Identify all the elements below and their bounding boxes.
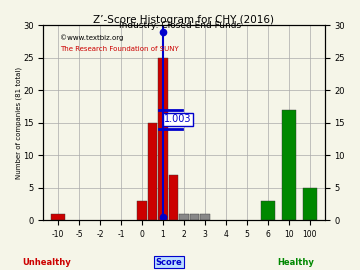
Bar [169,175,178,220]
Text: Healthy: Healthy [277,258,314,266]
Bar [158,58,168,220]
Title: Z’-Score Histogram for CHY (2016): Z’-Score Histogram for CHY (2016) [94,15,274,25]
Text: ©www.textbiz.org: ©www.textbiz.org [60,35,123,41]
Text: The Research Foundation of SUNY: The Research Foundation of SUNY [60,46,179,52]
Text: Score: Score [156,258,183,266]
Bar [137,201,147,220]
Bar [179,214,189,220]
Bar [261,201,275,220]
Text: 1.003: 1.003 [164,114,192,124]
Bar [190,214,199,220]
Text: Unhealthy: Unhealthy [22,258,71,266]
Bar [148,123,157,220]
Text: Industry: Closed End Funds: Industry: Closed End Funds [119,21,241,30]
Bar [282,110,296,220]
Bar [200,214,210,220]
Y-axis label: Number of companies (81 total): Number of companies (81 total) [15,66,22,178]
Bar [51,214,65,220]
Bar [303,188,317,220]
